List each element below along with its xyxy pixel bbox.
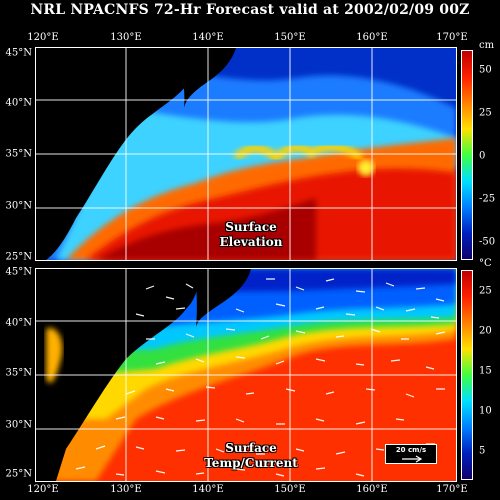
colorbar-tick: 10 bbox=[479, 405, 492, 417]
reference-vector-box: 20 cm/s bbox=[385, 444, 437, 464]
lat-label: 30°N bbox=[5, 200, 32, 212]
lon-label: 130°E bbox=[110, 484, 142, 495]
lat-label: 35°N bbox=[5, 148, 32, 160]
lat-label: 40°N bbox=[5, 317, 32, 329]
lon-label: 130°E bbox=[110, 32, 142, 43]
lon-label: 120°E bbox=[27, 484, 59, 495]
lon-label: 160°E bbox=[356, 32, 388, 43]
elevation-colorbar bbox=[461, 50, 473, 260]
lon-label: 150°E bbox=[274, 32, 306, 43]
lon-label: 170°E bbox=[436, 32, 468, 43]
colorbar-tick: 25 bbox=[479, 107, 492, 119]
lat-label: 35°N bbox=[5, 367, 32, 379]
surface-elevation-map: Surface Elevation bbox=[35, 47, 457, 261]
lat-label: 40°N bbox=[5, 97, 32, 109]
lon-label: 170°E bbox=[436, 484, 468, 495]
surface-temp-current-map: Surface Temp/Current bbox=[35, 268, 457, 482]
reference-vector-label: 20 cm/s bbox=[395, 446, 427, 454]
lat-label: 30°N bbox=[5, 419, 32, 431]
elevation-unit: cm bbox=[479, 40, 495, 51]
colorbar-tick: 5 bbox=[479, 445, 486, 457]
elevation-field bbox=[36, 48, 456, 260]
lon-label: 160°E bbox=[356, 484, 388, 495]
lon-label: 120°E bbox=[27, 32, 59, 43]
lon-label: 140°E bbox=[192, 484, 224, 495]
colorbar-tick: 0 bbox=[479, 150, 486, 162]
colorbar-tick: 20 bbox=[479, 325, 492, 337]
temperature-colorbar bbox=[461, 270, 473, 480]
colorbar-tick: -50 bbox=[479, 236, 496, 248]
lat-label: 25°N bbox=[5, 468, 32, 480]
elevation-panel-label: Surface Elevation bbox=[219, 220, 283, 249]
colorbar-tick: 25 bbox=[479, 285, 492, 297]
colorbar-tick: 50 bbox=[479, 64, 492, 76]
figure-title: NRL NPACNFS 72-Hr Forecast valid at 2002… bbox=[30, 2, 470, 18]
temperature-unit: °C bbox=[479, 258, 492, 269]
reference-arrow-icon bbox=[402, 455, 423, 463]
colorbar-tick: 15 bbox=[479, 365, 492, 377]
lon-label: 140°E bbox=[192, 32, 224, 43]
temp-current-panel-label: Surface Temp/Current bbox=[204, 441, 298, 470]
temperature-field bbox=[36, 269, 456, 481]
current-vectors bbox=[75, 278, 446, 477]
lat-label: 25°N bbox=[5, 251, 32, 263]
colorbar-tick: -25 bbox=[479, 193, 496, 205]
lat-label: 45°N bbox=[5, 266, 32, 278]
lon-label: 150°E bbox=[274, 484, 306, 495]
lat-label: 45°N bbox=[5, 47, 32, 59]
